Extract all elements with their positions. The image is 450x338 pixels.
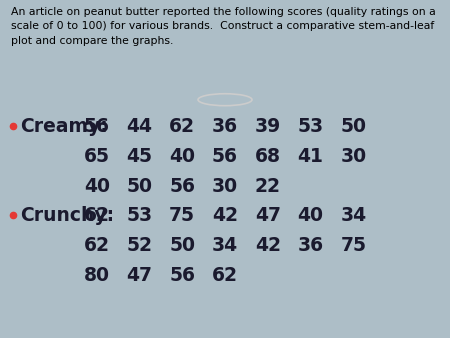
Text: An article on peanut butter reported the following scores (quality ratings on a
: An article on peanut butter reported the… [11, 7, 436, 46]
Text: 50: 50 [340, 117, 366, 136]
Text: 30: 30 [212, 177, 238, 196]
Text: 75: 75 [169, 206, 195, 225]
Text: 47: 47 [126, 266, 153, 285]
Text: 22: 22 [255, 177, 281, 196]
Text: 36: 36 [212, 117, 238, 136]
Text: 44: 44 [126, 117, 153, 136]
Text: 50: 50 [126, 177, 153, 196]
Text: 75: 75 [340, 236, 366, 255]
Text: 42: 42 [255, 236, 281, 255]
Text: 40: 40 [169, 147, 195, 166]
Text: 56: 56 [212, 147, 238, 166]
Text: 53: 53 [297, 117, 324, 136]
Text: 40: 40 [84, 177, 110, 196]
Text: Creamy:: Creamy: [20, 117, 108, 136]
Text: 47: 47 [255, 206, 281, 225]
Text: 56: 56 [169, 177, 195, 196]
Text: 50: 50 [169, 236, 195, 255]
Text: 41: 41 [297, 147, 324, 166]
Text: 56: 56 [169, 266, 195, 285]
Text: 53: 53 [126, 206, 153, 225]
Text: 36: 36 [297, 236, 324, 255]
Text: 62: 62 [84, 236, 110, 255]
Text: 62: 62 [212, 266, 238, 285]
Text: 65: 65 [84, 147, 110, 166]
Text: 62: 62 [84, 206, 110, 225]
Text: 40: 40 [297, 206, 324, 225]
Text: Crunchy:: Crunchy: [20, 206, 114, 225]
Circle shape [198, 94, 252, 106]
Text: 80: 80 [84, 266, 110, 285]
Text: 34: 34 [212, 236, 238, 255]
Text: 34: 34 [340, 206, 366, 225]
Text: 52: 52 [126, 236, 153, 255]
Text: 30: 30 [340, 147, 366, 166]
Text: 56: 56 [84, 117, 110, 136]
Text: 42: 42 [212, 206, 238, 225]
Text: 68: 68 [255, 147, 281, 166]
Text: 39: 39 [255, 117, 281, 136]
Text: 62: 62 [169, 117, 195, 136]
Text: 45: 45 [126, 147, 153, 166]
